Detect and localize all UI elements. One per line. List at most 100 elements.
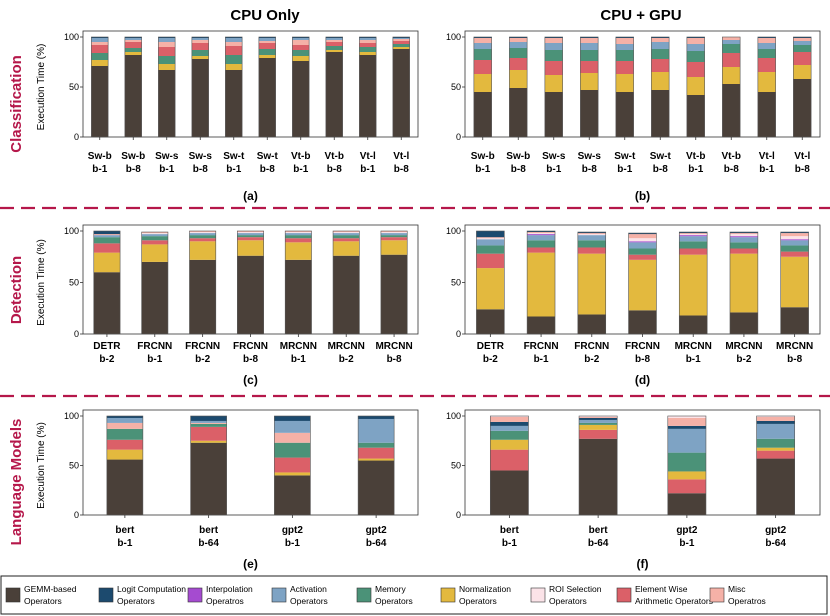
row-label-detection: Detection [8, 256, 25, 324]
bar-segment-mem [359, 47, 377, 52]
bar-segment-norm [274, 472, 311, 476]
bar-segment-roi [780, 236, 809, 240]
legend-label-misc: Misc [728, 584, 746, 594]
x-tick-label-batch: b-8 [511, 164, 526, 175]
bar-segment-norm [325, 50, 343, 52]
x-tick-label-batch: b-1 [617, 164, 632, 175]
bar-sw-b-b-8 [509, 36, 528, 138]
bar-segment-mem [509, 48, 528, 58]
bar-segment-misc [615, 38, 634, 44]
bar-segment-norm [392, 47, 410, 49]
bar-segment-gemm [285, 259, 312, 334]
bar-segment-logit [756, 420, 795, 424]
bar-segment-mem [686, 51, 705, 62]
bar-sw-s-b-1 [544, 36, 563, 138]
x-tick-label-batch: b-1 [688, 164, 703, 175]
bar-segment-misc [285, 231, 312, 233]
bar-segment-act [651, 42, 670, 49]
bar-bert-b-64 [578, 415, 618, 516]
x-tick-label-model: Sw-s [189, 151, 213, 162]
bar-segment-misc [189, 231, 216, 233]
bar-segment-elem [333, 238, 360, 242]
bar-segment-mem [651, 49, 670, 59]
x-tick-label-batch: b-64 [588, 538, 609, 549]
bar-segment-gemm [651, 90, 670, 137]
x-tick-label-batch: b-8 [582, 164, 597, 175]
bar-segment-act [359, 38, 377, 40]
x-tick-label-batch: b-1 [147, 354, 162, 365]
bar-segment-mem [667, 452, 706, 472]
legend-label-roi: ROI Selection [549, 584, 602, 594]
legend-swatch-gemm [5, 587, 21, 603]
bar-segment-gemm [527, 316, 556, 334]
bar-segment-elem [756, 450, 795, 459]
bar-segment-elem [141, 240, 168, 245]
bar-mrcnn-b-1 [284, 230, 312, 335]
bar-segment-norm [359, 52, 377, 55]
x-tick-label-batch: b-64 [366, 538, 387, 549]
legend-sublabel-logit: Operators [117, 596, 155, 606]
bar-segment-misc [91, 42, 109, 45]
bar-segment-gemm [729, 312, 758, 334]
bar-segment-act [358, 418, 395, 443]
bar-segment-misc [333, 231, 360, 233]
x-tick-label-batch: b-64 [765, 538, 786, 549]
column-title-cpu-only: CPU Only [230, 7, 300, 24]
bar-segment-norm [225, 64, 243, 70]
bar-segment-act [274, 420, 311, 433]
bar-segment-elem [615, 61, 634, 74]
bar-segment-mem [679, 241, 708, 249]
bar-segment-logit [124, 37, 142, 38]
x-tick-label-batch: b-1 [92, 164, 107, 175]
bar-segment-roi [729, 234, 758, 237]
bar-bert-b-1 [106, 415, 144, 516]
bar-segment-gemm [615, 92, 634, 137]
x-tick-label-batch: b-1 [291, 354, 306, 365]
x-tick-label-batch: b-2 [584, 354, 599, 365]
bar-segment-gemm [490, 470, 529, 515]
bar-segment-logit [686, 37, 705, 38]
panel-a-classification-cpu: 0 50 100 Execution Time (%) Sw-b b-1 Sw-b b-8 Sw… [36, 30, 419, 203]
x-tick-label-batch: b-1 [546, 164, 561, 175]
x-tick-label-model: Sw-s [542, 151, 566, 162]
y-tick-label: 0 [456, 132, 461, 142]
x-tick-label-model: Vt-b [722, 151, 741, 162]
bar-segment-gemm [225, 70, 243, 137]
bar-segment-misc [473, 38, 492, 43]
bar-segment-elem [793, 52, 812, 65]
bar-segment-gemm [579, 438, 618, 515]
bar-segment-elem [729, 248, 758, 254]
x-tick-label-model: FRCNN [233, 341, 268, 352]
bar-segment-elem [579, 429, 618, 439]
bar-segment-gemm [359, 55, 377, 137]
bar-segment-elem [679, 248, 708, 255]
panel-e-language-cpu: 0 50 100 Execution Time (%) bert b-1 bert b-64 g… [36, 409, 419, 571]
bar-segment-mem [106, 428, 143, 440]
bar-segment-logit [325, 37, 343, 38]
bar-vt-b-b-1 [292, 36, 310, 138]
bar-segment-misc [93, 234, 121, 236]
bar-segment-gemm [191, 59, 209, 137]
bar-segment-misc [780, 233, 809, 237]
bar-segment-gemm [274, 475, 311, 515]
panel-b-classification-gpu: 0 50 100 Sw-b b-1 Sw-b b-8 Sw-s b-1 Sw-s b-8 Sw-t b-… [446, 30, 821, 203]
x-tick-label-model: Sw-s [155, 151, 179, 162]
y-tick-label: 50 [69, 278, 79, 288]
x-tick-label-model: bert [500, 525, 520, 536]
x-tick-label-model: DETR [477, 341, 505, 352]
bar-segment-misc [667, 417, 706, 426]
bar-segment-act [333, 233, 360, 236]
bar-segment-mem [579, 422, 618, 425]
bar-segment-roi [237, 232, 264, 234]
legend-swatch-elem [616, 587, 632, 603]
x-tick-label-batch: b-8 [653, 164, 668, 175]
bar-segment-norm [544, 75, 563, 92]
bar-segment-norm [686, 77, 705, 95]
bar-segment-gemm [577, 314, 606, 334]
bar-segment-misc [359, 40, 377, 43]
y-tick-label: 50 [69, 461, 79, 471]
legend-sublabel-elem: Arithmetic Operators [635, 596, 713, 606]
legend-sublabel-act: Operators [290, 596, 328, 606]
bar-segment-roi [577, 234, 606, 236]
bar-segment-mem [473, 49, 492, 60]
